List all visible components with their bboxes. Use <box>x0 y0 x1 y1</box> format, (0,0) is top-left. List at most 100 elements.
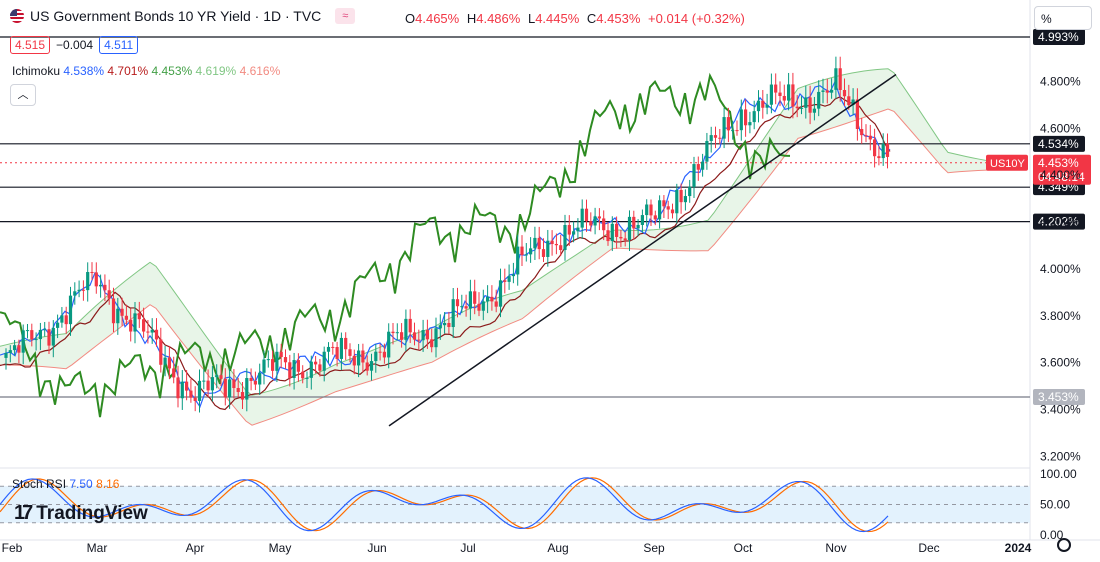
candle-body <box>21 330 25 353</box>
candle-body <box>167 357 171 369</box>
candle-body <box>288 362 292 378</box>
candle-body <box>30 330 34 340</box>
candle-body <box>838 68 842 90</box>
candle-body <box>520 246 524 255</box>
candle-body <box>812 108 816 113</box>
candle-body <box>245 378 249 400</box>
candle-body <box>696 164 700 170</box>
candle-body <box>529 248 533 255</box>
candle-body <box>563 225 567 251</box>
candle-body <box>314 361 318 365</box>
candle-body <box>481 301 485 311</box>
price-tick-label: 3.600% <box>1040 356 1081 370</box>
gear-icon[interactable] <box>1057 538 1071 552</box>
time-tick-label: Aug <box>547 541 568 555</box>
stoch-rsi-label: Stoch RSI <box>12 477 67 491</box>
candle-body <box>477 303 481 311</box>
candle-body <box>111 298 116 324</box>
candle-body <box>378 351 382 353</box>
candle-body <box>494 301 498 307</box>
bid-button[interactable]: 4.515 <box>10 36 51 54</box>
candle-body <box>129 319 133 332</box>
candle-body <box>885 143 890 157</box>
candle-body <box>73 291 77 296</box>
candle-body <box>744 109 748 126</box>
candle-body <box>60 315 64 323</box>
ichimoku-lines <box>0 72 891 418</box>
candle-body <box>344 337 348 350</box>
candle-body <box>580 208 584 228</box>
ichimoku-label: Ichimoku <box>12 64 61 78</box>
candle-body <box>202 380 206 382</box>
candle-body <box>576 227 580 232</box>
candle-body <box>679 189 683 203</box>
ask-button[interactable]: 4.511 <box>99 36 139 54</box>
candle-body <box>86 272 90 291</box>
ohlc-close-key: C <box>586 11 597 26</box>
stoch-rsi-legend[interactable]: Stoch RSI 7.50 8.16 <box>12 477 119 491</box>
candle-body <box>296 360 300 372</box>
candle-body <box>275 351 279 371</box>
ohlc-close-value: 4.453% <box>596 11 641 26</box>
candle-body <box>842 89 847 97</box>
candle-body <box>584 208 589 222</box>
candle-body <box>68 295 73 325</box>
tradingview-mark-icon: 17 <box>14 502 33 524</box>
candle-body <box>13 345 17 351</box>
us-flag-icon <box>10 9 24 23</box>
candle-body <box>516 246 520 275</box>
compare-icon[interactable]: ≈ <box>335 8 356 24</box>
level-label-bg <box>1033 135 1085 152</box>
symbol-title[interactable]: US Government Bonds 10 YR Yield · 1D · T… <box>10 8 356 24</box>
price-tick-label: 3.400% <box>1040 402 1081 416</box>
candle-body <box>193 397 197 401</box>
candle-body <box>460 306 464 308</box>
candle-body <box>348 349 352 356</box>
candle-body <box>387 331 391 358</box>
candle-body <box>541 249 546 257</box>
level-label-bg <box>1033 213 1085 230</box>
collapse-legend-button[interactable]: ︿ <box>10 84 36 106</box>
countdown-label: 04:48:14 <box>1038 170 1085 184</box>
candle-body <box>511 274 515 277</box>
ohlc-high-value: 4.486% <box>476 11 521 26</box>
candle-body <box>434 328 438 348</box>
candle-body <box>636 224 640 229</box>
candle-body <box>215 375 219 378</box>
candle-body <box>357 350 361 366</box>
stoch-tick-label: 50.00 <box>1040 498 1070 512</box>
candle-body <box>103 284 107 291</box>
trendline-line <box>388 73 897 427</box>
lagging-span-line <box>0 72 791 418</box>
ichimoku-lead2-value: 4.616% <box>239 64 281 78</box>
candle-body <box>258 372 262 385</box>
candle-body <box>361 350 365 363</box>
candle-body <box>163 357 167 365</box>
candle-body <box>709 135 713 141</box>
candle-body <box>339 337 343 359</box>
ichimoku-legend[interactable]: Ichimoku 4.538% 4.701% 4.453% 4.619% 4.6… <box>12 64 280 78</box>
candle-body <box>808 97 812 113</box>
candle-body <box>640 215 644 225</box>
candle-body <box>713 135 718 138</box>
candle-body <box>206 380 210 391</box>
candle-body <box>94 272 98 287</box>
candle-body <box>17 345 21 353</box>
candle-body <box>236 388 240 393</box>
candle-body <box>443 322 447 326</box>
candle-body <box>172 368 176 378</box>
symbol-title-text: US Government Bonds 10 YR Yield · 1D · T… <box>30 8 322 24</box>
scale-mode-button[interactable]: % <box>1034 6 1092 30</box>
lead2-line <box>0 108 991 426</box>
candle-body <box>670 209 675 214</box>
candle-body <box>774 84 778 93</box>
candle-body <box>430 339 434 348</box>
price-tick-label: 4.800% <box>1040 75 1081 89</box>
candle-body <box>632 216 636 229</box>
candle-body <box>748 122 752 126</box>
candle-body <box>860 128 864 136</box>
price-tick-label: 4.000% <box>1040 262 1081 276</box>
candle-body <box>391 331 395 334</box>
candle-body <box>533 237 537 249</box>
